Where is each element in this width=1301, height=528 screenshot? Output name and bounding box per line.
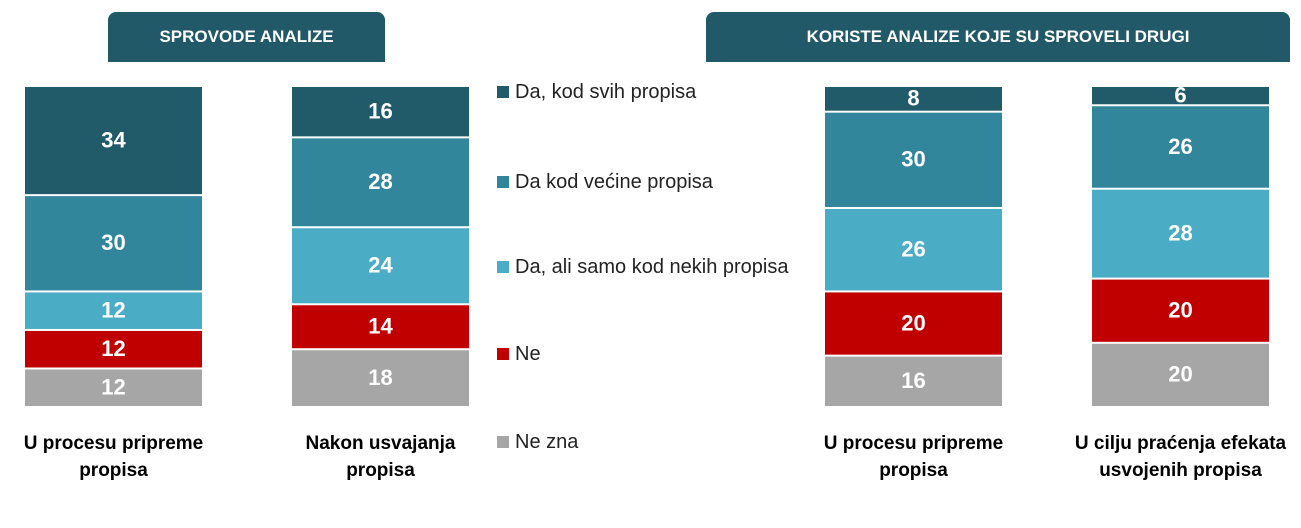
category-label: U procesu pripreme propisa — [823, 433, 1004, 481]
data-label: 20 — [901, 310, 925, 335]
bar-segment — [292, 305, 469, 349]
bar-segment — [1092, 189, 1269, 278]
legend-item: Ne — [497, 336, 807, 373]
bar-segment — [25, 330, 202, 368]
legend-item: Da, ali samo kod nekih propisa — [497, 249, 807, 286]
bar-segment — [292, 87, 469, 137]
legend-swatch — [497, 261, 509, 273]
category-label: U cilju praćenja efekata usvojenih propi… — [1074, 433, 1287, 481]
data-label: 24 — [368, 253, 393, 278]
legend-item: Ne zna — [497, 424, 807, 461]
data-label: 28 — [368, 169, 392, 194]
data-label: 20 — [1168, 298, 1192, 323]
bar-segment — [292, 350, 469, 406]
data-label: 12 — [101, 336, 125, 361]
bar-segment — [25, 196, 202, 291]
bar-segment — [1092, 87, 1269, 105]
bar-segment — [825, 87, 1002, 111]
legend-swatch — [497, 436, 509, 448]
group-title: SPROVODE ANALIZE — [108, 12, 385, 62]
legend-label: Da, ali samo kod nekih propisa — [515, 256, 789, 278]
data-label: 12 — [101, 298, 125, 323]
group-title: KORISTE ANALIZE KOJE SU SPROVELI DRUGI — [706, 12, 1290, 62]
data-label: 26 — [1168, 134, 1192, 159]
data-label: 14 — [368, 314, 393, 339]
legend-item: Da, kod svih propisa — [497, 74, 807, 111]
data-label: 30 — [901, 147, 925, 172]
data-label: 34 — [101, 127, 126, 152]
bar-segment — [1092, 279, 1269, 342]
data-label: 20 — [1168, 362, 1192, 387]
legend-label: Ne zna — [515, 431, 579, 453]
legend-item: Da kod većine propisa — [497, 164, 807, 201]
data-label: 18 — [368, 365, 392, 390]
data-label: 8 — [907, 86, 919, 111]
bar-segment — [1092, 343, 1269, 406]
bar-segment — [292, 138, 469, 227]
category-label: Nakon usvajanja propisa — [305, 433, 456, 481]
bar-segment — [292, 228, 469, 304]
legend-swatch — [497, 176, 509, 188]
data-label: 28 — [1168, 220, 1192, 245]
data-label: 6 — [1174, 82, 1186, 107]
bar-segment — [25, 369, 202, 406]
legend-label: Ne — [515, 343, 541, 365]
bar-segment — [1092, 106, 1269, 188]
bar-segment — [825, 292, 1002, 355]
data-label: 12 — [101, 375, 125, 400]
legend-label: Da, kod svih propisa — [515, 81, 697, 103]
bar-segment — [825, 112, 1002, 207]
data-label: 16 — [901, 368, 925, 393]
legend-label: Da kod većine propisa — [515, 171, 713, 193]
bar-segment — [25, 87, 202, 195]
bar-segment — [825, 356, 1002, 406]
bar-segment — [825, 208, 1002, 291]
legend-swatch — [497, 348, 509, 360]
data-label: 30 — [101, 230, 125, 255]
data-label: 26 — [901, 237, 925, 262]
category-label: U procesu pripreme propisa — [23, 433, 204, 481]
legend-swatch — [497, 86, 509, 98]
data-label: 16 — [368, 98, 392, 123]
bar-segment — [25, 292, 202, 329]
